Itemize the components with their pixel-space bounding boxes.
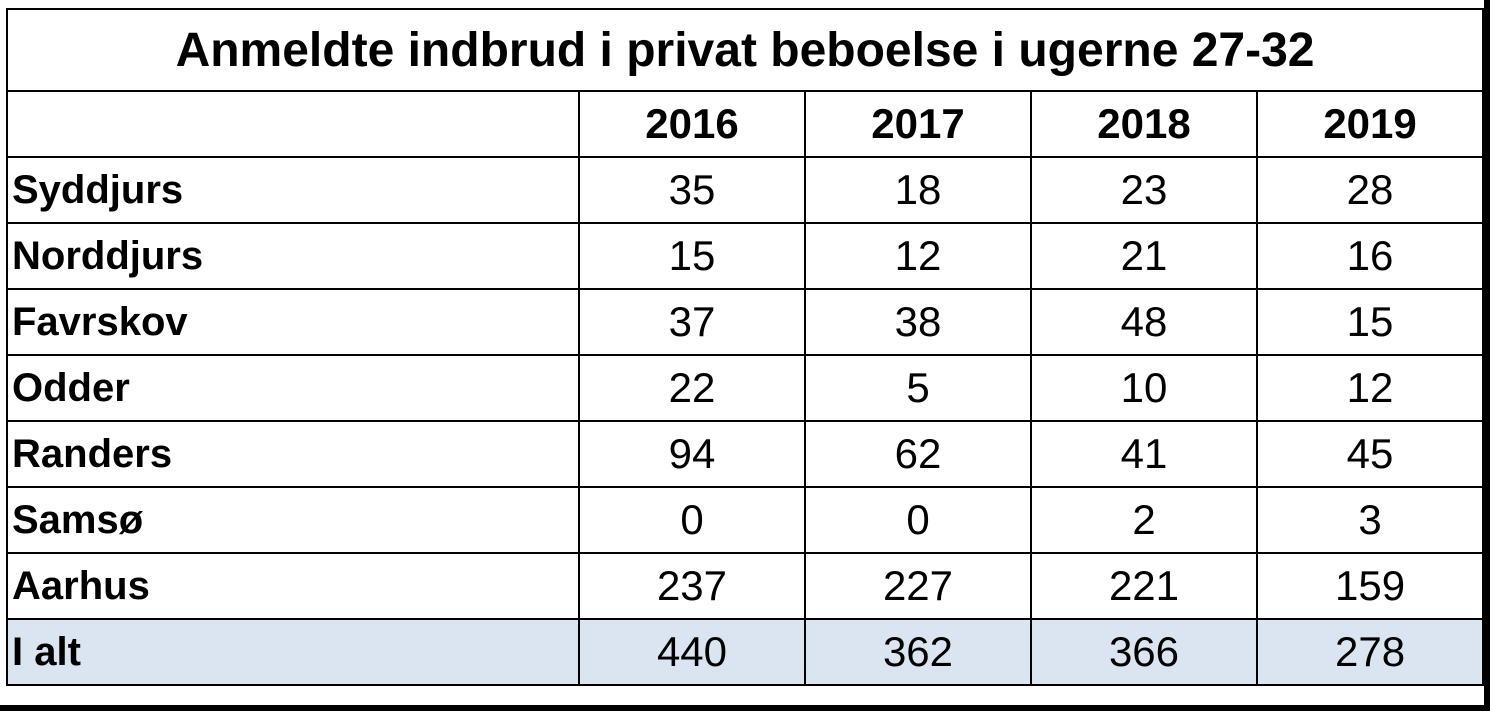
table-cell[interactable]: 5	[804, 354, 1032, 422]
table-cell[interactable]: 221	[1030, 552, 1258, 620]
table-row: Odder 22 5 10 12	[6, 354, 1485, 422]
table-cell[interactable]: 23	[1030, 156, 1258, 224]
table-cell[interactable]: 3	[1255, 486, 1485, 554]
table-row: Favrskov 37 38 48 15	[6, 288, 1485, 356]
table-cell[interactable]: 227	[804, 552, 1032, 620]
total-cell[interactable]: 440	[578, 618, 806, 686]
table-cell[interactable]: 41	[1030, 420, 1258, 488]
table-cell[interactable]: 10	[1030, 354, 1258, 422]
table-cell[interactable]: 0	[804, 486, 1032, 554]
table-cell[interactable]: 94	[578, 420, 806, 488]
table-row: Randers 94 62 41 45	[6, 420, 1485, 488]
row-label-samso[interactable]: Samsø	[6, 486, 580, 554]
total-cell[interactable]: 366	[1030, 618, 1258, 686]
table-row: Samsø 0 0 2 3	[6, 486, 1485, 554]
row-label-odder[interactable]: Odder	[6, 354, 580, 422]
table-title[interactable]: Anmeldte indbrud i privat beboelse i uge…	[5, 8, 1485, 92]
table-row: Syddjurs 35 18 23 28	[6, 156, 1485, 224]
table-cell[interactable]: 62	[804, 420, 1032, 488]
table-cell[interactable]: 12	[804, 222, 1032, 290]
table-cell[interactable]: 12	[1255, 354, 1485, 422]
table-cell[interactable]: 0	[578, 486, 806, 554]
total-cell[interactable]: 278	[1255, 618, 1485, 686]
row-label-randers[interactable]: Randers	[6, 420, 580, 488]
row-label-aarhus[interactable]: Aarhus	[6, 552, 580, 620]
total-row: I alt 440 362 366 278	[6, 618, 1485, 686]
title-row: Anmeldte indbrud i privat beboelse i uge…	[5, 8, 1485, 92]
year-header-2019[interactable]: 2019	[1255, 90, 1485, 158]
row-label-syddjurs[interactable]: Syddjurs	[6, 156, 580, 224]
year-header-2018[interactable]: 2018	[1030, 90, 1258, 158]
table-row: Norddjurs 15 12 21 16	[6, 222, 1485, 290]
table-cell[interactable]: 21	[1030, 222, 1258, 290]
total-cell[interactable]: 362	[804, 618, 1032, 686]
table-row: Aarhus 237 227 221 159	[6, 552, 1485, 620]
row-label-norddjurs[interactable]: Norddjurs	[6, 222, 580, 290]
table-cell[interactable]: 35	[578, 156, 806, 224]
table-cell[interactable]: 15	[578, 222, 806, 290]
table-cell[interactable]: 45	[1255, 420, 1485, 488]
row-label-favrskov[interactable]: Favrskov	[6, 288, 580, 356]
corner-cell[interactable]	[6, 90, 580, 158]
table-cell[interactable]: 16	[1255, 222, 1485, 290]
table-cell[interactable]: 237	[578, 552, 806, 620]
table-cell[interactable]: 159	[1255, 552, 1485, 620]
table-cell[interactable]: 18	[804, 156, 1032, 224]
table-cell[interactable]: 37	[578, 288, 806, 356]
table-cell[interactable]: 28	[1255, 156, 1485, 224]
header-row: 2016 2017 2018 2019	[6, 90, 1485, 158]
total-label[interactable]: I alt	[6, 618, 580, 686]
table-cell[interactable]: 38	[804, 288, 1032, 356]
table-cell[interactable]: 2	[1030, 486, 1258, 554]
table-cell[interactable]: 22	[578, 354, 806, 422]
burglary-table: Anmeldte indbrud i privat beboelse i uge…	[5, 8, 1485, 686]
table-cell[interactable]: 15	[1255, 288, 1485, 356]
year-header-2016[interactable]: 2016	[578, 90, 806, 158]
table-cell[interactable]: 48	[1030, 288, 1258, 356]
year-header-2017[interactable]: 2017	[804, 90, 1032, 158]
